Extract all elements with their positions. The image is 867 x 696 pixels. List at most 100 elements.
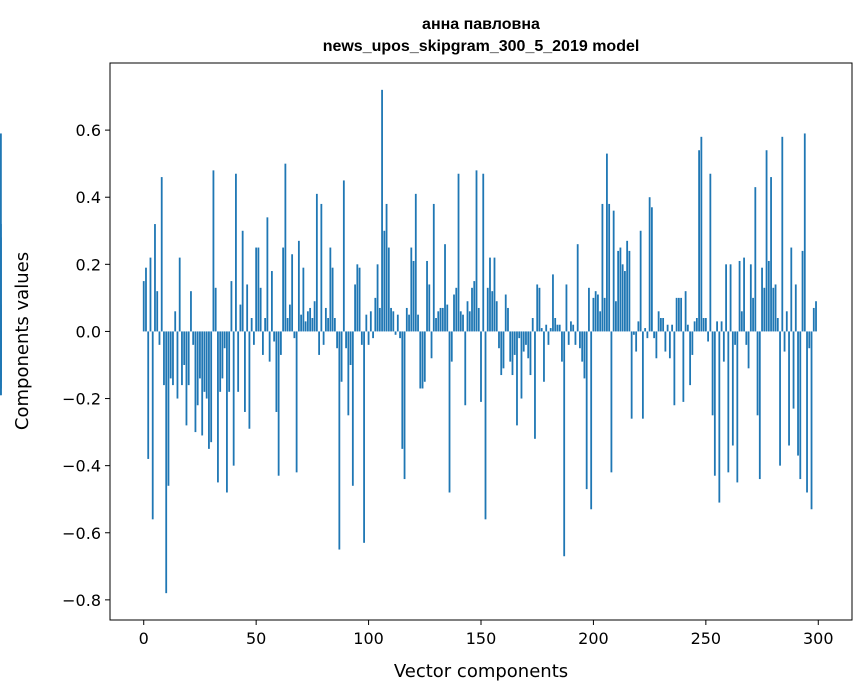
bar — [677, 297, 680, 332]
bar — [223, 331, 226, 349]
bar — [160, 177, 163, 332]
bar — [462, 314, 464, 332]
bar — [259, 287, 262, 332]
bar — [466, 301, 469, 332]
bar — [313, 301, 316, 332]
x-axis-ticks: 0 50 100 150 200 250 300 — [139, 620, 834, 648]
bar — [761, 267, 763, 332]
bar — [414, 193, 417, 332]
bar — [183, 331, 186, 365]
bar — [590, 331, 593, 510]
bar — [653, 331, 656, 339]
bar — [315, 193, 318, 332]
bar — [565, 284, 568, 332]
y-tick-label: 0.0 — [76, 322, 101, 341]
bar — [192, 331, 195, 345]
bar — [367, 331, 370, 345]
bar — [770, 177, 772, 332]
bar — [603, 297, 606, 332]
bar — [502, 331, 505, 369]
bar — [331, 267, 334, 332]
y-tick-label: 0.2 — [76, 255, 101, 274]
bar — [740, 311, 743, 332]
bar — [689, 331, 692, 386]
bar — [174, 311, 177, 332]
bar — [154, 224, 156, 332]
bar — [788, 331, 790, 446]
bar — [194, 331, 197, 433]
bar — [489, 257, 491, 332]
chart-title: анна павловна — [422, 16, 540, 33]
bar — [394, 331, 397, 335]
bar — [273, 331, 276, 342]
bar — [812, 307, 815, 332]
bar — [743, 257, 745, 332]
bar — [178, 257, 181, 332]
bar — [698, 150, 700, 332]
x-axis-label: Vector components — [394, 661, 568, 682]
bar — [338, 331, 341, 550]
bar — [747, 331, 750, 369]
bar — [639, 230, 642, 332]
bar — [358, 267, 361, 332]
bar — [525, 331, 527, 345]
bar — [473, 281, 476, 332]
bar — [365, 314, 368, 332]
bar — [671, 324, 674, 332]
bar — [493, 257, 496, 332]
bar — [725, 264, 727, 332]
bar — [738, 260, 741, 332]
bar — [810, 331, 813, 510]
bar — [576, 244, 579, 332]
bar — [803, 133, 806, 332]
bar — [594, 291, 597, 332]
bar — [561, 331, 563, 362]
x-tick-label: 200 — [578, 629, 609, 648]
bar — [246, 284, 249, 332]
bar — [441, 307, 444, 332]
bar — [262, 331, 264, 355]
bar — [538, 287, 541, 332]
bar — [432, 203, 435, 332]
bar — [783, 331, 786, 352]
bar — [655, 331, 658, 359]
bar — [608, 203, 611, 332]
bar — [547, 331, 550, 345]
bar — [619, 247, 622, 332]
bar — [410, 247, 413, 332]
bar — [531, 318, 534, 332]
bar — [396, 314, 399, 332]
bar — [219, 331, 222, 392]
bar — [704, 318, 707, 332]
bar — [509, 331, 512, 362]
bar — [686, 324, 689, 332]
bar — [255, 247, 258, 332]
bar — [349, 331, 352, 365]
bar — [668, 331, 671, 359]
bar — [727, 331, 730, 473]
bar — [176, 331, 179, 399]
bar — [758, 331, 761, 480]
bar — [196, 331, 199, 406]
bar — [680, 297, 683, 332]
x-tick-label: 150 — [466, 629, 497, 648]
bar — [691, 331, 694, 355]
bar — [250, 318, 253, 332]
bar — [390, 307, 392, 332]
bar — [527, 331, 530, 359]
bar — [181, 331, 183, 386]
bar — [439, 307, 442, 332]
bar — [767, 260, 770, 332]
bar — [752, 297, 754, 332]
bar — [624, 271, 626, 332]
bar — [815, 301, 817, 332]
bar — [659, 318, 662, 332]
bar — [421, 331, 424, 389]
bar — [221, 331, 224, 379]
bar — [208, 331, 210, 449]
bar — [779, 331, 781, 466]
bar — [453, 294, 455, 332]
y-tick-label: −0.6 — [62, 524, 101, 543]
x-tick-label: 300 — [803, 629, 834, 648]
bar — [369, 311, 372, 332]
